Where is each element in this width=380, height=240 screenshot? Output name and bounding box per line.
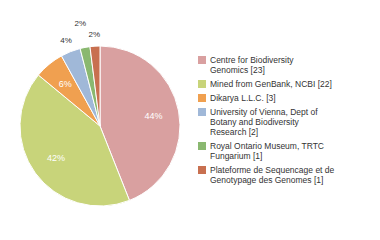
pie-slice bbox=[80, 47, 100, 126]
data-label: 6% bbox=[59, 79, 72, 89]
data-label: 2% bbox=[88, 30, 100, 39]
legend-line: Plateforme de Sequencage et de bbox=[210, 165, 335, 175]
legend-line: Dikarya L.L.C. [3] bbox=[210, 93, 276, 103]
legend-line: Genotypage des Genomes [1] bbox=[210, 175, 323, 185]
legend-entry: Plateforme de Sequencage et deGenotypage… bbox=[210, 165, 335, 185]
legend-swatch bbox=[198, 80, 206, 88]
legend-swatch bbox=[198, 108, 206, 116]
data-label: 44% bbox=[144, 111, 162, 121]
legend-swatch bbox=[198, 94, 206, 102]
legend-swatch bbox=[198, 142, 206, 150]
pie-labels: 44%42%6%4%2%2% bbox=[47, 19, 162, 163]
legend-line: Fungarium [1] bbox=[210, 151, 262, 161]
legend-line: Botany and Biodiversity bbox=[210, 117, 300, 127]
data-label: 2% bbox=[75, 19, 87, 28]
legend-line: Royal Ontario Museum, TRTC bbox=[210, 141, 324, 151]
chart-svg: 44%42%6%4%2%2%Centre for BiodiversityGen… bbox=[0, 0, 380, 240]
data-label: 4% bbox=[60, 36, 72, 45]
legend-entry: Mined from GenBank, NCBI [22] bbox=[210, 79, 332, 89]
legend-line: Centre for Biodiversity bbox=[210, 55, 294, 65]
pie bbox=[20, 46, 180, 206]
legend: Centre for BiodiversityGenomics [23] Mine… bbox=[198, 55, 335, 185]
legend-line: Research [2] bbox=[210, 127, 258, 137]
legend-swatch bbox=[198, 166, 206, 174]
legend-entry: Centre for BiodiversityGenomics [23] bbox=[210, 55, 294, 75]
legend-line: Genomics [23] bbox=[210, 65, 265, 75]
chart-container: 44%42%6%4%2%2%Centre for BiodiversityGen… bbox=[0, 0, 380, 240]
legend-swatch bbox=[198, 56, 206, 64]
data-label: 42% bbox=[47, 153, 65, 163]
pie-slice bbox=[90, 46, 100, 126]
legend-entry: Royal Ontario Museum, TRTCFungarium [1] bbox=[210, 141, 324, 161]
legend-entry: University of Vienna, Dept ofBotany and … bbox=[210, 107, 318, 137]
legend-line: University of Vienna, Dept of bbox=[210, 107, 318, 117]
legend-entry: Dikarya L.L.C. [3] bbox=[210, 93, 276, 103]
legend-line: Mined from GenBank, NCBI [22] bbox=[210, 79, 332, 89]
